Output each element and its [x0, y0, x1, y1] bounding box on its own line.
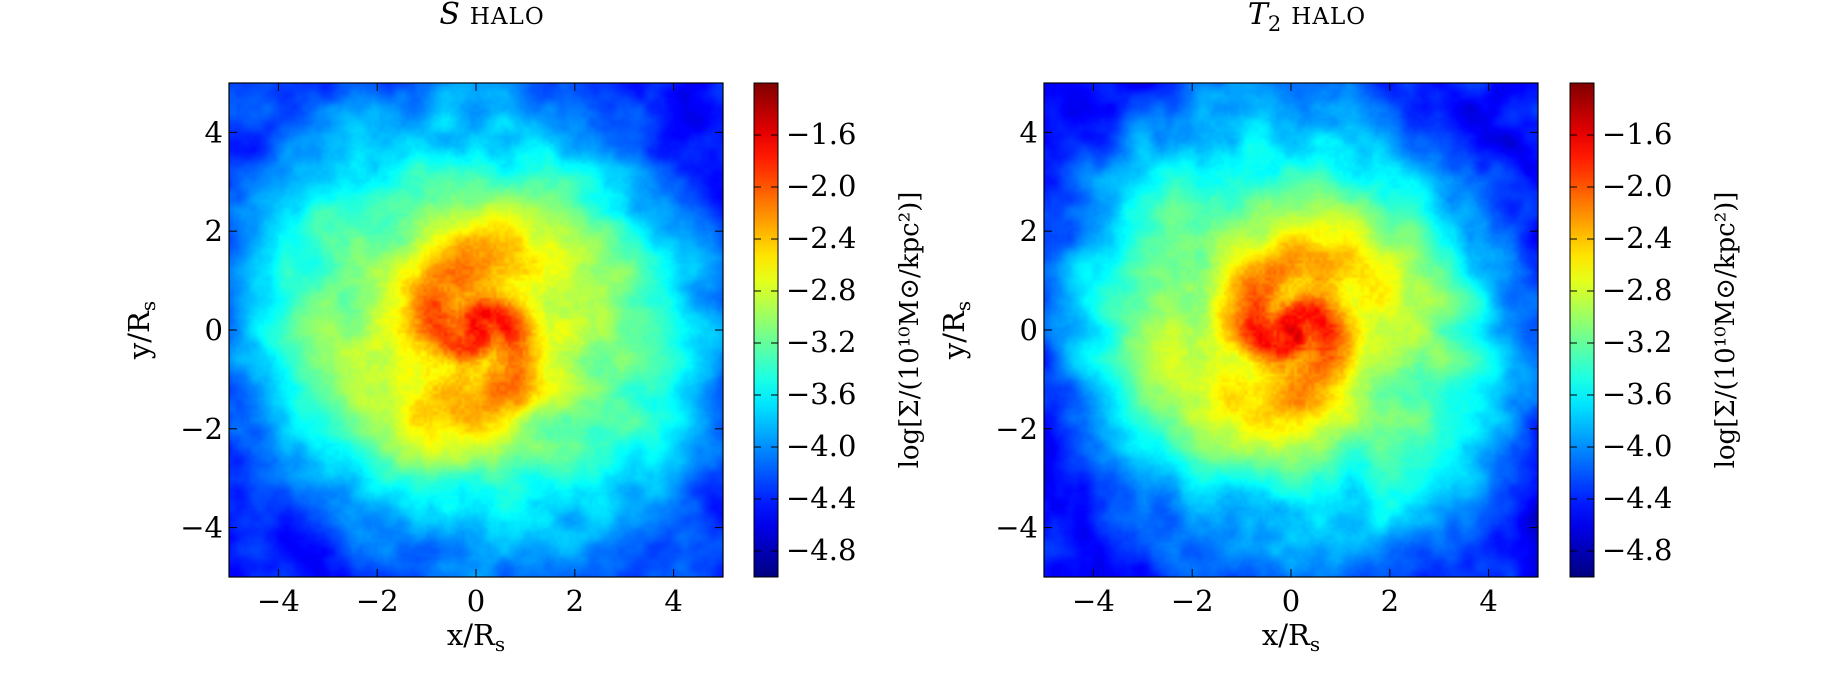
colorbar-tick-label: −4.0 [1602, 429, 1672, 463]
colorbar-tick-label: −4.0 [786, 429, 856, 463]
panel-2: T2 HALO −4 −2 0 2 4 −4 −2 0 2 4 x/Rs y/Rs −1.6 −2.0 −2.4… [937, 0, 1741, 656]
x-tick-label: 4 [1479, 584, 1497, 618]
x-tick-label: 0 [467, 584, 485, 618]
y-axis-label: y/Rs [937, 301, 975, 360]
y-tick-label: 4 [1020, 115, 1038, 149]
colorbar-tick-label: −3.6 [1602, 377, 1672, 411]
panel-title: S HALO [439, 0, 544, 32]
colorbar-tick-label: −2.0 [1602, 169, 1672, 203]
y-tick-label: −2 [180, 412, 223, 446]
x-tick-label: 4 [664, 584, 682, 618]
y-tick-label: 0 [205, 313, 223, 347]
density-map [1044, 83, 1538, 577]
colorbar-tick-label: −1.6 [786, 117, 856, 151]
y-tick-label: −2 [995, 412, 1038, 446]
colorbar: −1.6 −2.0 −2.4 −2.8 −3.2 −3.6 −4.0 −4.4 −4.8 log[… [1569, 82, 1741, 578]
density-map [229, 83, 723, 577]
y-tick-label: −4 [995, 511, 1038, 545]
colorbar-tick-label: −4.8 [786, 533, 856, 567]
panel-title: T2 HALO [1248, 0, 1366, 36]
x-axis-label: x/Rs [1262, 618, 1320, 656]
y-tick-label: −4 [180, 511, 223, 545]
colorbar-tick-label: −4.4 [786, 481, 856, 515]
colorbar: −1.6 −2.0 −2.4 −2.8 −3.2 −3.6 −4.0 −4.4 −4.8 log[… [753, 82, 925, 578]
colorbar-tick-label: −4.4 [1602, 481, 1672, 515]
y-tick-label: 4 [205, 115, 223, 149]
colorbar-label: log[Σ/(10¹⁰M⊙/kpc²)] [895, 192, 925, 469]
x-tick-label: −2 [356, 584, 399, 618]
x-tick-label: −4 [257, 584, 300, 618]
y-axis-label: y/Rs [122, 301, 160, 360]
y-tick-label: 2 [1020, 214, 1038, 248]
colorbar-gradient [1569, 82, 1595, 578]
colorbar-tick-label: −2.4 [786, 221, 856, 255]
colorbar-tick-label: −2.8 [1602, 273, 1672, 307]
x-axis-label: x/Rs [447, 618, 505, 656]
colorbar-tick-label: −3.2 [1602, 325, 1672, 359]
x-tick-label: −2 [1171, 584, 1214, 618]
colorbar-tick-label: −1.6 [1602, 117, 1672, 151]
colorbar-gradient [753, 82, 779, 578]
colorbar-tick-label: −3.2 [786, 325, 856, 359]
colorbar-tick-label: −3.6 [786, 377, 856, 411]
x-tick-label: −4 [1072, 584, 1115, 618]
y-tick-label: 0 [1020, 313, 1038, 347]
x-tick-label: 2 [566, 584, 584, 618]
colorbar-tick-label: −2.4 [1602, 221, 1672, 255]
colorbar-tick-label: −2.0 [786, 169, 856, 203]
colorbar-label: log[Σ/(10¹⁰M⊙/kpc²)] [1711, 192, 1741, 469]
x-tick-label: 0 [1282, 584, 1300, 618]
panel-1: S HALO−4 −2 0 2 4−4−2024x/Rsy/Rs−1.6−2.0−2.4−… [122, 0, 925, 656]
y-tick-label: 2 [205, 214, 223, 248]
x-tick-label: 2 [1381, 584, 1399, 618]
colorbar-tick-label: −2.8 [786, 273, 856, 307]
colorbar-tick-label: −4.8 [1602, 533, 1672, 567]
